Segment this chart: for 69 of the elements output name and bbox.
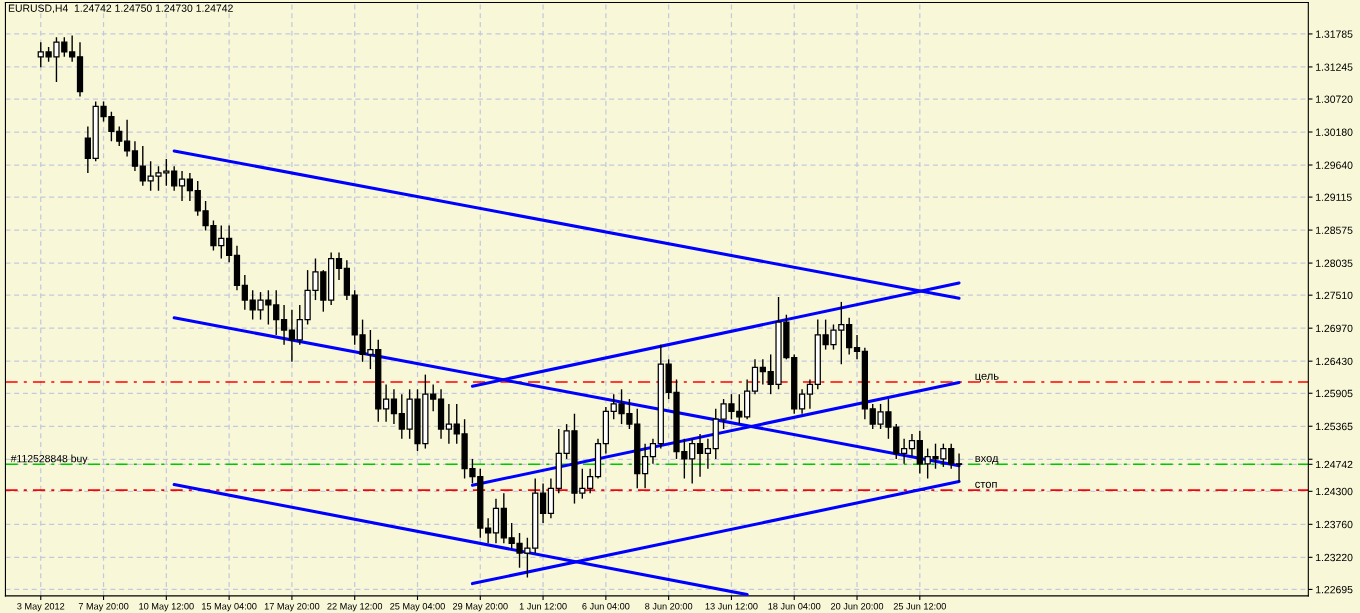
- x-tick-label: 25 May 04:00: [390, 603, 445, 612]
- candlestick: [84, 125, 91, 174]
- y-tick-label: 1.23220: [1316, 553, 1353, 562]
- y-tick-label: 1.30720: [1316, 95, 1353, 103]
- candlestick: [641, 442, 649, 489]
- ref-line-label: цель: [975, 373, 999, 382]
- candlestick: [280, 304, 288, 346]
- candlestick: [123, 119, 131, 158]
- y-tick-label: 1.25905: [1316, 389, 1353, 398]
- candlestick: [445, 403, 453, 445]
- x-tick-label: 8 Jun 20:00: [645, 603, 693, 610]
- y-tick-label: 1.31785: [1316, 30, 1353, 38]
- y-tick-label: 1.23760: [1316, 520, 1353, 529]
- x-tick-label: 18 Jun 04:00: [768, 603, 821, 610]
- x-tick-label: 13 Jun 12:00: [705, 603, 758, 610]
- x-tick-label: 10 May 12:00: [139, 603, 194, 612]
- y-tick-label: 1.24300: [1316, 487, 1353, 496]
- candlestick: [390, 388, 398, 425]
- y-tick-label: 1.24742: [1316, 460, 1353, 469]
- candlestick: [587, 468, 594, 494]
- candlestick: [241, 274, 248, 311]
- chart-title: EURUSD,H4 1.24742 1.24750 1.24730 1.24742: [8, 4, 233, 14]
- y-tick-label: 1.27510: [1316, 291, 1353, 300]
- candlestick: [806, 378, 814, 410]
- y-tick-label: 1.28035: [1316, 259, 1353, 267]
- candlestick: [798, 388, 806, 415]
- y-tick-label: 1.22695: [1316, 585, 1353, 594]
- x-tick-label: 22 May 12:00: [327, 603, 383, 612]
- candlestick: [382, 383, 390, 423]
- candlestick: [649, 438, 657, 465]
- x-tick-label: 29 May 20:00: [452, 603, 508, 612]
- candlestick: [171, 165, 178, 192]
- candlestick: [704, 438, 712, 470]
- x-tick-label: 6 Jun 04:00: [582, 603, 630, 610]
- candlestick: [484, 517, 492, 544]
- x-tick-label: 20 Jun 20:00: [830, 603, 884, 610]
- x-tick-label: 3 May 2012: [17, 603, 65, 612]
- y-tick-label: 1.29640: [1316, 161, 1353, 169]
- y-tick-label: 1.26970: [1316, 324, 1353, 333]
- x-tick-label: 1 Jun 12:00: [519, 603, 567, 610]
- candlestick: [178, 170, 186, 202]
- candlestick: [853, 334, 861, 361]
- x-tick-label: 17 May 20:00: [264, 603, 320, 612]
- y-tick-label: 1.30180: [1316, 128, 1353, 136]
- candlestick: [69, 34, 76, 63]
- y-tick-label: 1.25365: [1316, 422, 1353, 431]
- y-tick-label: 1.29115: [1316, 193, 1352, 201]
- x-tick-label: 7 May 20:00: [78, 603, 129, 612]
- candlestick: [186, 172, 194, 202]
- annotation: #112528848 buy: [10, 454, 88, 465]
- y-tick-label: 1.26430: [1316, 357, 1353, 366]
- x-tick-label: 25 Jun 12:00: [893, 603, 946, 610]
- x-tick-label: 15 May 04:00: [202, 603, 257, 612]
- ref-line-label: стоп: [975, 481, 997, 488]
- candlestick: [131, 140, 139, 172]
- candlestick: [759, 358, 766, 386]
- candlestick: [288, 309, 296, 363]
- candlestick: [900, 438, 908, 465]
- candlestick: [539, 482, 547, 524]
- candlestick: [335, 251, 343, 281]
- candlestick: [846, 317, 853, 356]
- candlestick: [955, 452, 963, 483]
- y-tick-label: 1.31245: [1316, 63, 1353, 71]
- y-tick-label: 1.28575: [1316, 226, 1353, 234]
- candlestick: [225, 224, 233, 263]
- candlestick: [696, 433, 704, 478]
- candlestick: [751, 358, 759, 395]
- ref-line-label: вход: [975, 456, 999, 465]
- candlestick: [908, 433, 916, 458]
